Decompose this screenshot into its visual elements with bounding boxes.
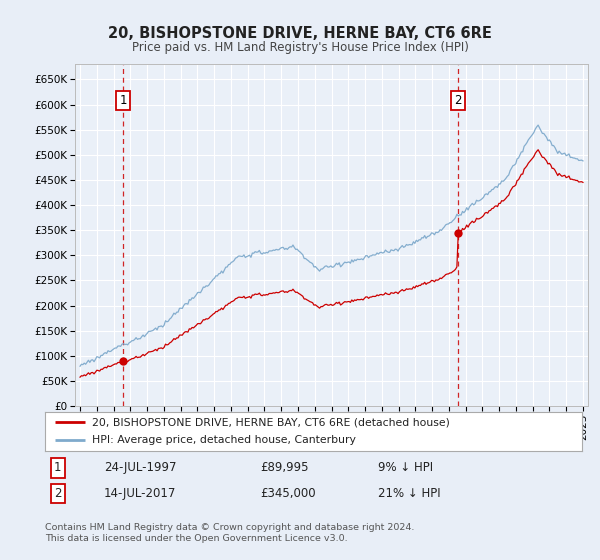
Text: 9% ↓ HPI: 9% ↓ HPI [378, 461, 433, 474]
Text: Contains HM Land Registry data © Crown copyright and database right 2024.
This d: Contains HM Land Registry data © Crown c… [45, 524, 415, 543]
Text: 1: 1 [54, 461, 62, 474]
Text: Price paid vs. HM Land Registry's House Price Index (HPI): Price paid vs. HM Land Registry's House … [131, 40, 469, 54]
Text: 24-JUL-1997: 24-JUL-1997 [104, 461, 176, 474]
Text: 14-JUL-2017: 14-JUL-2017 [104, 487, 176, 500]
Text: HPI: Average price, detached house, Canterbury: HPI: Average price, detached house, Cant… [92, 435, 356, 445]
Text: 20, BISHOPSTONE DRIVE, HERNE BAY, CT6 6RE: 20, BISHOPSTONE DRIVE, HERNE BAY, CT6 6R… [108, 26, 492, 41]
Text: £89,995: £89,995 [260, 461, 308, 474]
Text: £345,000: £345,000 [260, 487, 316, 500]
Text: 20, BISHOPSTONE DRIVE, HERNE BAY, CT6 6RE (detached house): 20, BISHOPSTONE DRIVE, HERNE BAY, CT6 6R… [92, 417, 449, 427]
Text: 1: 1 [119, 94, 127, 107]
Text: 2: 2 [54, 487, 62, 500]
Text: 2: 2 [454, 94, 461, 107]
Text: 21% ↓ HPI: 21% ↓ HPI [378, 487, 440, 500]
